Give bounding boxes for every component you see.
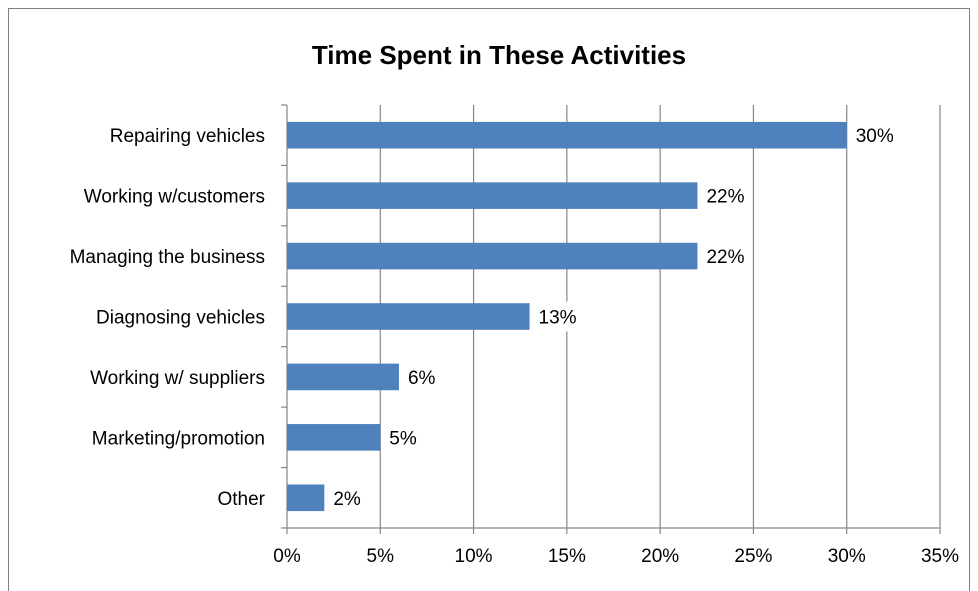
data-label-bg	[700, 180, 745, 211]
x-tick-label: 30%	[828, 546, 866, 567]
x-tick-label: 10%	[455, 546, 493, 567]
data-label: 5%	[389, 428, 417, 449]
data-label-bg	[849, 120, 894, 151]
bar	[287, 424, 381, 451]
bar	[287, 363, 399, 391]
x-tick-label: 20%	[641, 546, 679, 567]
labels: 0% 5% 10% 15% 20% 25% 30% 35% Repairing vehicles…	[70, 120, 959, 567]
data-label: 22%	[706, 247, 744, 268]
x-tick-label: 5%	[367, 546, 395, 567]
bars	[287, 121, 847, 512]
chart-frame	[8, 8, 970, 591]
category-label: Repairing vehicles	[110, 126, 265, 147]
data-label-bg	[383, 422, 417, 453]
category-label: Other	[217, 489, 265, 510]
category-label: Working w/customers	[84, 187, 265, 208]
category-label: Working w/ suppliers	[90, 368, 265, 389]
data-label-bg	[401, 361, 436, 392]
bar	[287, 121, 847, 149]
category-label: Managing the business	[70, 247, 265, 268]
category-label: Diagnosing vehicles	[96, 308, 265, 329]
x-tick-label: 25%	[734, 546, 772, 567]
data-label-bg	[327, 482, 361, 513]
x-tick-label: 0%	[273, 546, 301, 567]
data-label: 13%	[539, 308, 577, 329]
x-tick-label: 15%	[548, 546, 586, 567]
bar	[287, 242, 698, 270]
x-tick-label: 35%	[921, 546, 959, 567]
data-label: 22%	[706, 187, 744, 208]
bar	[287, 182, 698, 209]
bar	[287, 303, 530, 330]
chart-title: Time Spent in These Activities	[312, 40, 686, 70]
data-label-bg	[532, 301, 577, 332]
category-label: Marketing/promotion	[92, 428, 265, 449]
data-label: 6%	[408, 368, 436, 389]
bar	[287, 484, 325, 512]
data-label-bg	[700, 241, 745, 272]
data-label: 30%	[856, 126, 894, 147]
data-label: 2%	[333, 489, 361, 510]
